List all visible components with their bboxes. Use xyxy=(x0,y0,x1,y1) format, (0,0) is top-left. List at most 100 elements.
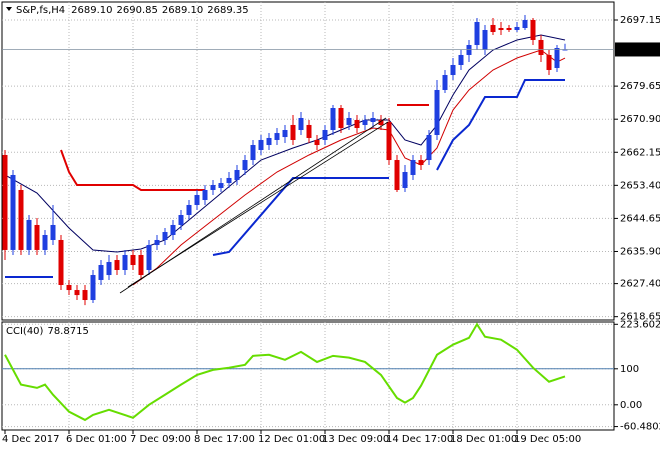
x-tick-label: 13 Dec 09:00 xyxy=(322,434,389,445)
candle-body xyxy=(226,177,232,184)
candle-body xyxy=(154,239,160,246)
candle-body xyxy=(258,139,264,151)
candle-body xyxy=(90,275,96,301)
candle-body xyxy=(338,108,344,129)
header-low: 2689.10 xyxy=(162,5,203,16)
x-tick-label: 14 Dec 17:00 xyxy=(386,434,453,445)
y-tick-label: 2679.65 xyxy=(620,81,660,92)
y-tick-label: -60.4802 xyxy=(620,422,660,433)
candle-body xyxy=(402,171,408,188)
candle-body xyxy=(74,290,80,296)
candle-body xyxy=(66,285,72,291)
price-tag-label: 2689.35 xyxy=(620,44,660,55)
candle-body xyxy=(218,183,224,188)
y-tick-label: 2662.15 xyxy=(620,147,660,158)
header-high: 2690.85 xyxy=(117,5,158,16)
y-tick-label: 2644.65 xyxy=(620,213,660,224)
candle-body xyxy=(202,189,208,201)
candle-body xyxy=(442,75,448,90)
candle-body xyxy=(306,124,312,138)
candle-body xyxy=(10,174,16,250)
candle-body xyxy=(522,19,528,29)
y-tick-label: 0.00 xyxy=(620,400,642,411)
candle-body xyxy=(418,160,424,166)
cci-value: 78.8715 xyxy=(47,326,88,337)
trend-line xyxy=(127,121,389,288)
candle-body xyxy=(378,119,384,125)
candle-body xyxy=(466,45,472,55)
menu-arrow xyxy=(6,7,12,11)
candle-body xyxy=(50,224,56,240)
main-panel xyxy=(1,1,615,321)
price-tag xyxy=(615,42,660,57)
x-tick-label: 19 Dec 05:00 xyxy=(514,434,581,445)
candle-body xyxy=(210,184,216,190)
candle-body xyxy=(250,145,256,161)
y-tick-label: 2627.40 xyxy=(620,279,660,290)
x-tick-label: 6 Dec 01:00 xyxy=(66,434,127,445)
candle-body xyxy=(450,65,456,76)
candle-body xyxy=(194,195,200,205)
candle-body xyxy=(266,137,272,146)
candle-body xyxy=(2,154,8,250)
candle-body xyxy=(386,121,392,161)
y-tick-label: 2618.65 xyxy=(620,312,660,323)
candle-body xyxy=(498,28,504,31)
candle-body xyxy=(282,130,288,138)
x-tick-label: 12 Dec 01:00 xyxy=(258,434,325,445)
candle-body xyxy=(274,133,280,140)
candle-body xyxy=(138,254,144,276)
indicator-line xyxy=(60,103,429,191)
header-close: 2689.35 xyxy=(207,5,248,16)
candle-body xyxy=(426,134,432,161)
candle-body xyxy=(362,119,368,125)
candle-body xyxy=(18,189,24,250)
symbol: S&P,fs,H4 xyxy=(16,5,65,16)
candle-body xyxy=(410,160,416,175)
candle-body xyxy=(234,169,240,181)
y-tick-label: 2670.90 xyxy=(620,114,660,125)
indicator-line xyxy=(5,79,565,278)
candle-body xyxy=(490,24,496,33)
candle-body xyxy=(538,39,544,55)
candle-body xyxy=(330,108,336,131)
candle-body xyxy=(354,119,360,129)
candle-body xyxy=(58,239,64,286)
y-tick-label: 100 xyxy=(620,364,639,375)
candle-body xyxy=(242,160,248,170)
candle-body xyxy=(314,139,320,146)
candle-body xyxy=(562,49,568,51)
candle-body xyxy=(34,224,40,250)
candle-body xyxy=(530,19,536,40)
candle-body xyxy=(42,235,48,250)
candle-body xyxy=(506,28,512,31)
x-tick-label: 18 Dec 01:00 xyxy=(450,434,517,445)
candle-body xyxy=(98,265,104,280)
candle-body xyxy=(122,254,128,270)
cci-header: CCI(40) 78.8715 xyxy=(6,326,89,337)
y-tick-label: 2697.15 xyxy=(620,15,660,26)
candle-body xyxy=(546,54,552,70)
candle-body xyxy=(170,224,176,236)
candle-body xyxy=(178,215,184,225)
candle-body xyxy=(130,254,136,266)
candle-body xyxy=(298,117,304,131)
candle-body xyxy=(146,245,152,270)
candle-body xyxy=(434,89,440,135)
candle-body xyxy=(162,232,168,240)
indicator-line xyxy=(132,49,566,286)
candle-body xyxy=(370,117,376,122)
candle-body xyxy=(26,219,32,250)
candle-body xyxy=(290,124,296,140)
candle-body xyxy=(554,47,560,68)
chart-header: S&P,fs,H4 2689.10 2690.85 2689.10 2689.35 xyxy=(16,5,249,16)
y-tick-label: 223.6028 xyxy=(620,319,660,330)
candle-body xyxy=(82,290,88,301)
candle-body xyxy=(322,130,328,140)
candle-body xyxy=(394,160,400,190)
x-tick-label: 4 Dec 2017 xyxy=(2,434,60,445)
candle-body xyxy=(114,260,120,270)
y-tick-label: 2653.40 xyxy=(620,180,660,191)
